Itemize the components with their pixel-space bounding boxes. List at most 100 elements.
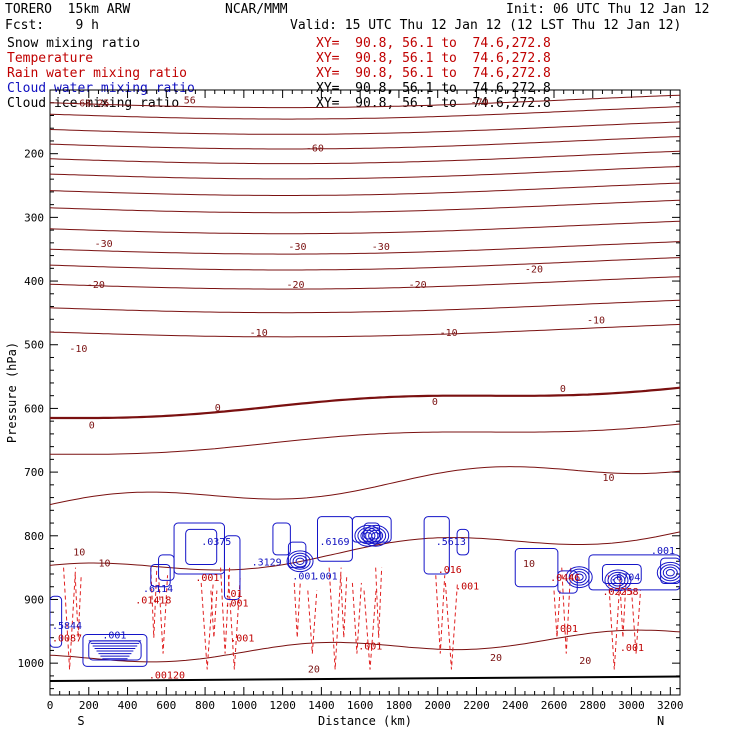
- x-tick-label: 0: [47, 699, 54, 712]
- x-tick-label: 600: [156, 699, 176, 712]
- x-tick-label: 1400: [308, 699, 335, 712]
- x-tick-label: 1000: [231, 699, 258, 712]
- isotherm-label: -20: [409, 280, 427, 291]
- rain-contour: [158, 575, 169, 654]
- isotherm-label: -10: [69, 344, 87, 355]
- isotherm-label: -60: [306, 143, 324, 154]
- hydrometeor-label: .00120: [149, 671, 185, 682]
- hydrometeor-label: .0375: [201, 537, 231, 548]
- cloud-water-contour: [610, 574, 626, 587]
- isotherm-label: 20: [308, 664, 320, 675]
- y-axis-title: Pressure (hPa): [5, 342, 19, 443]
- rain-contour: [293, 582, 301, 638]
- cloud-water-contour: [568, 568, 590, 586]
- cloud-water-contour: [607, 571, 629, 589]
- isotherm-line: [50, 136, 680, 150]
- cloud-water-contour: [557, 570, 578, 594]
- isotherm-label: 10: [602, 473, 614, 484]
- rain-contour: [375, 567, 383, 638]
- x-tick-label: 3200: [657, 699, 684, 712]
- y-tick-label: 1000: [18, 657, 45, 670]
- x-tick-label: 2600: [541, 699, 568, 712]
- cloud-water-contour: [360, 529, 376, 542]
- x-tick-label: 1800: [386, 699, 413, 712]
- rain-contour: [210, 590, 218, 638]
- isotherm-label: 0: [560, 384, 566, 395]
- hydrometeor-label: .01: [224, 589, 242, 600]
- x-tick-label: 200: [79, 699, 99, 712]
- cloud-water-contour: [371, 532, 381, 540]
- isotherm-line: [50, 531, 680, 571]
- isotherm-line: [50, 166, 680, 180]
- cloud-water-contour: [223, 535, 241, 600]
- isotherm-label: -30: [372, 242, 390, 253]
- y-tick-label: 800: [24, 530, 44, 543]
- rain-contour: [200, 582, 214, 670]
- isotherm-line: [50, 257, 680, 271]
- hydrometeor-label: .5613: [436, 537, 466, 548]
- hydrometeor-label: .0446: [550, 573, 580, 584]
- hydrometeor-label: .001: [224, 599, 248, 610]
- isotherm-line: [50, 94, 680, 109]
- isotherm-label: 10: [98, 559, 110, 570]
- x-tick-label: 3000: [618, 699, 645, 712]
- init-time: Init: 06 UTC Thu 12 Jan 12: [506, 2, 710, 17]
- cloud-water-contour: [286, 550, 314, 573]
- isotherm-line: [50, 299, 680, 314]
- isotherm-label: 20: [490, 653, 502, 664]
- isotherm-label: 0: [89, 420, 95, 431]
- x-tick-label: 2800: [580, 699, 607, 712]
- isotherm-line: [50, 150, 680, 165]
- rain-contour: [150, 567, 158, 638]
- isotherm-line: [50, 323, 680, 338]
- isotherm-label: -10: [440, 328, 458, 339]
- x-tick-label: 2200: [463, 699, 490, 712]
- endpoint-left: S: [77, 714, 84, 728]
- isotherm-label: 56: [184, 96, 196, 107]
- isotherm-label: -30: [95, 239, 113, 250]
- y-tick-label: 600: [24, 402, 44, 415]
- field-name: Snow mixing ratio: [7, 36, 141, 51]
- cloud-water-contour: [662, 566, 678, 579]
- isotherm-label: -20: [286, 280, 304, 291]
- isotherm-label: 0: [215, 403, 221, 414]
- hydrometeor-label: .001: [230, 634, 254, 645]
- field-xy: XY= 90.8, 56.1 to 74.6,272.8: [316, 51, 551, 66]
- x-tick-label: 800: [195, 699, 215, 712]
- isotherm-label: -68.25: [73, 99, 109, 110]
- rain-contour: [561, 567, 572, 654]
- isotherm-line: [50, 423, 680, 455]
- model-title: TORERO 15km ARW: [5, 2, 131, 17]
- field-xy: XY= 90.8, 56.1 to 74.6,272.8: [316, 96, 551, 111]
- endpoint-right: N: [657, 714, 664, 728]
- rain-contour: [340, 575, 348, 638]
- hydrometeor-label: .001: [554, 624, 578, 635]
- isotherm-label: 10: [523, 559, 535, 570]
- isotherm-label: -20: [525, 264, 543, 275]
- cloud-water-contour: [363, 532, 373, 540]
- cloud-water-contour: [514, 548, 559, 588]
- cloud-water-contour: [150, 563, 171, 588]
- hydrometeor-label: .001: [102, 631, 126, 642]
- isotherm-label: -10: [250, 328, 268, 339]
- rain-contour: [619, 582, 627, 638]
- x-tick-label: 2000: [424, 699, 451, 712]
- field-name: Cloud water mixing ratio: [7, 81, 195, 96]
- rain-contour: [553, 590, 561, 638]
- cloud-water-contour: [456, 528, 470, 556]
- hydrometeor-label: .5844: [52, 621, 82, 632]
- cloud-water-contour: [272, 522, 291, 556]
- cloud-water-contour: [574, 573, 584, 581]
- y-tick-label: 400: [24, 275, 44, 288]
- x-tick-label: 1600: [347, 699, 374, 712]
- isotherm-line: [50, 241, 680, 255]
- valid-time: Valid: 15 UTC Thu 12 Jan 12 (12 LST Thu …: [290, 18, 682, 33]
- cloud-water-contour: [571, 571, 587, 584]
- center-name: NCAR/MMM: [225, 2, 288, 17]
- cloud-water-contour: [295, 557, 305, 565]
- cloud-water-contour: [656, 561, 680, 584]
- isotherm-label: -30: [288, 242, 306, 253]
- x-tick-label: 400: [118, 699, 138, 712]
- hydrometeor-label: .6114: [143, 584, 173, 595]
- isotherm-line: [50, 182, 680, 196]
